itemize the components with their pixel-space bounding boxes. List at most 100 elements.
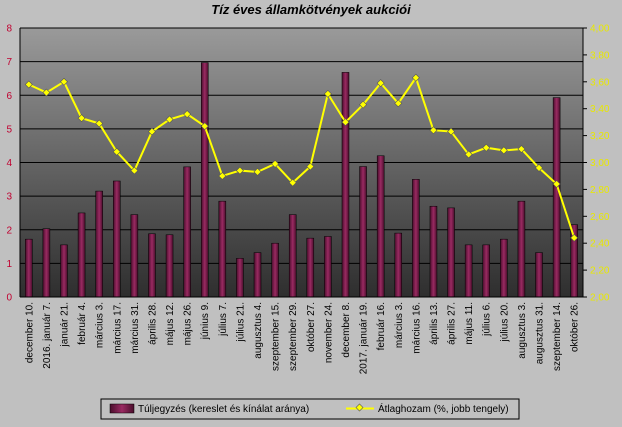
right-tick-label: 2,40 (590, 239, 610, 250)
bar (236, 258, 244, 298)
line-point (517, 145, 526, 154)
chart-title: Tíz éves államkötvények aukciói (211, 2, 411, 17)
x-tick-label: május 11. (464, 302, 475, 345)
line-point (464, 150, 473, 159)
x-tick-label: augusztus 3. (517, 302, 528, 359)
x-tick-label: május 12. (165, 302, 176, 345)
line-point (24, 80, 33, 89)
bar (429, 205, 438, 298)
right-tick-label: 3,80 (590, 50, 610, 61)
right-tick-label: 2,80 (590, 185, 610, 196)
right-tick-label: 4,00 (590, 24, 610, 35)
line-point (60, 77, 68, 86)
bar (324, 236, 332, 298)
bar (113, 180, 121, 298)
line-point (147, 127, 156, 136)
bar (130, 214, 139, 298)
bar (500, 238, 508, 298)
left-tick-label: 4 (6, 158, 12, 169)
bar (517, 200, 526, 298)
bar-series (25, 62, 578, 298)
x-tick-label: 2016. január 7. (42, 302, 53, 369)
left-tick-label: 2 (6, 225, 12, 236)
right-axis: 2,00 2,20 2,40 2,60 2,80 3,00 3,20 3,40 3,60 3,80… (582, 24, 610, 304)
x-tick-label: június 9. (200, 302, 211, 340)
line-point (42, 88, 51, 97)
left-tick-label: 8 (6, 24, 12, 35)
bar (376, 155, 385, 298)
bar (165, 234, 174, 298)
line-series (24, 73, 579, 242)
x-tick-label: szeptember 15. (271, 302, 282, 371)
legend-bar-label: Túljegyzés (kereslet és kínálat aránya) (138, 404, 309, 415)
line-point (482, 143, 491, 152)
x-tick-label: március 3. (394, 302, 405, 348)
x-tick-label: december 8. (341, 302, 352, 358)
line-point (271, 159, 280, 168)
bar (341, 72, 350, 298)
x-tick-label: március 16. (411, 302, 422, 354)
line-point (447, 127, 456, 136)
bar (95, 190, 103, 298)
line-point (429, 126, 438, 135)
x-tick-label: október 27. (306, 302, 317, 352)
bar (464, 244, 473, 298)
x-tick-label: március 31. (130, 302, 141, 354)
x-tick-label: július 7. (218, 302, 229, 337)
bar (148, 233, 156, 298)
x-axis: december 10. 2016. január 7. január 21. feb… (20, 296, 583, 374)
left-tick-label: 0 (6, 293, 12, 304)
line-point (535, 163, 543, 172)
x-tick-label: 2017. január 19. (359, 302, 370, 374)
bar (412, 179, 420, 298)
left-tick-label: 6 (6, 91, 12, 102)
legend-line-marker (355, 403, 364, 412)
bar (482, 244, 490, 298)
line-point (112, 147, 121, 156)
x-tick-label: október 26. (570, 302, 581, 352)
x-tick-label: február 4. (77, 302, 88, 345)
line-point (200, 122, 209, 131)
x-tick-label: július 6. (482, 302, 493, 337)
x-tick-label: augusztus 4. (253, 302, 264, 359)
line-point (359, 100, 368, 109)
line-path (28, 75, 576, 239)
x-tick-label: április 27. (447, 302, 458, 345)
left-tick-label: 3 (6, 192, 12, 203)
right-tick-label: 2,20 (590, 266, 610, 277)
line-point (570, 233, 579, 242)
line-point (552, 180, 561, 188)
left-tick-label: 7 (6, 57, 12, 68)
legend-line-label: Átlaghozam (%, jobb tengely) (378, 402, 509, 415)
bar (288, 214, 297, 298)
line-point (323, 89, 332, 98)
legend: Túljegyzés (kereslet és kínálat aránya) … (100, 398, 520, 420)
x-tick-label: augusztus 31. (535, 302, 546, 364)
x-tick-label: november 24. (323, 302, 334, 363)
right-tick-label: 2,00 (590, 293, 610, 304)
bar (183, 166, 191, 298)
bar (394, 232, 403, 298)
x-tick-label: április 28. (147, 302, 158, 345)
line-point (77, 114, 86, 123)
bar (200, 62, 209, 298)
line-point (341, 118, 350, 127)
line-point (165, 115, 174, 124)
right-tick-label: 2,60 (590, 212, 610, 223)
bar (25, 238, 33, 298)
line-point (376, 79, 385, 88)
line-point (218, 171, 227, 180)
bar (60, 244, 68, 298)
bar (218, 200, 227, 298)
line-point (288, 178, 297, 187)
x-tick-label: március 17. (112, 302, 123, 354)
x-tick-label: július 21. (235, 302, 246, 342)
x-tick-label: július 20. (499, 302, 510, 342)
line-point (306, 162, 315, 171)
x-tick-label: szeptember 14. (552, 302, 563, 371)
x-tick-label: szeptember 29. (288, 302, 299, 371)
x-tick-label: március 3. (95, 302, 106, 348)
x-tick-label: május 26. (183, 302, 194, 345)
bar (535, 252, 543, 298)
